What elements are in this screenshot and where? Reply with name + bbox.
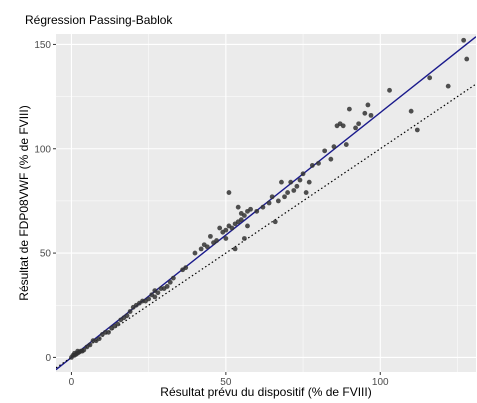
data-point	[387, 87, 392, 93]
data-point	[303, 190, 309, 195]
x-tick-label: 100	[372, 377, 389, 388]
grid-lines	[56, 34, 476, 372]
data-point	[291, 188, 297, 193]
data-point	[266, 200, 272, 206]
data-point	[235, 204, 241, 210]
y-tick-label: 50	[40, 249, 52, 260]
data-point	[272, 219, 278, 225]
data-point	[309, 163, 315, 168]
data-point	[254, 208, 260, 214]
y-tick-label: 0	[45, 353, 51, 364]
data-point	[408, 108, 414, 114]
y-tick-label: 150	[34, 40, 51, 51]
data-point	[297, 177, 303, 183]
data-point	[245, 223, 250, 229]
chart-title: Régression Passing-Bablok	[25, 13, 173, 27]
y-tick-label: 100	[34, 144, 51, 155]
data-point	[198, 246, 204, 252]
data-point	[115, 321, 121, 327]
data-point	[461, 37, 467, 43]
data-point	[124, 313, 130, 319]
identity-line	[56, 83, 476, 369]
data-point	[362, 110, 368, 116]
data-point	[346, 106, 352, 112]
data-point	[464, 56, 470, 62]
data-point	[167, 279, 173, 285]
data-point	[328, 156, 334, 162]
data-point	[248, 206, 253, 212]
data-point	[146, 296, 152, 302]
data-point	[241, 213, 247, 218]
data-point	[353, 125, 358, 131]
data-point	[279, 179, 284, 185]
data-point	[226, 190, 232, 195]
x-axis-title: Résultat prévu du dispositif (% de FVIII…	[160, 385, 371, 399]
data-point	[340, 123, 346, 129]
data-point	[155, 290, 161, 296]
data-point	[217, 225, 223, 231]
data-point	[445, 83, 451, 89]
data-point	[152, 294, 158, 300]
data-point	[208, 233, 213, 239]
x-tick-label: 0	[69, 377, 75, 388]
data-point	[183, 265, 189, 271]
data-point	[343, 142, 349, 147]
x-tick-label: 50	[220, 377, 232, 388]
data-point	[316, 160, 321, 166]
data-point	[229, 225, 235, 231]
data-point	[81, 347, 87, 353]
data-point	[269, 194, 275, 200]
data-point	[238, 217, 244, 223]
data-point	[164, 284, 170, 289]
data-point	[282, 194, 287, 200]
data-point	[106, 329, 111, 335]
data-point	[285, 190, 291, 195]
data-point	[275, 198, 281, 204]
data-point	[223, 227, 229, 233]
data-point	[223, 236, 229, 241]
data-point	[356, 121, 362, 127]
data-point	[294, 183, 300, 189]
data-point	[331, 144, 337, 150]
data-point	[204, 244, 210, 250]
data-point	[427, 75, 433, 81]
data-point	[365, 102, 371, 108]
data-point	[214, 238, 219, 243]
data-point	[368, 112, 374, 118]
data-point	[414, 127, 420, 133]
data-point	[192, 250, 198, 256]
data-point	[170, 275, 176, 281]
data-point	[260, 204, 266, 210]
data-point	[232, 246, 238, 252]
axes: 0 50 100 0 50 100 150	[34, 40, 389, 388]
data-point	[96, 336, 102, 342]
data-point	[87, 342, 93, 348]
y-axis-title: Résultat de FDP08VWF (% de FVIII)	[17, 105, 31, 300]
data-point	[241, 236, 247, 241]
data-point	[127, 309, 133, 314]
data-point	[306, 179, 312, 185]
data-point	[300, 171, 306, 177]
data-point	[322, 148, 328, 154]
data-point	[288, 179, 294, 185]
data-points	[69, 37, 470, 360]
